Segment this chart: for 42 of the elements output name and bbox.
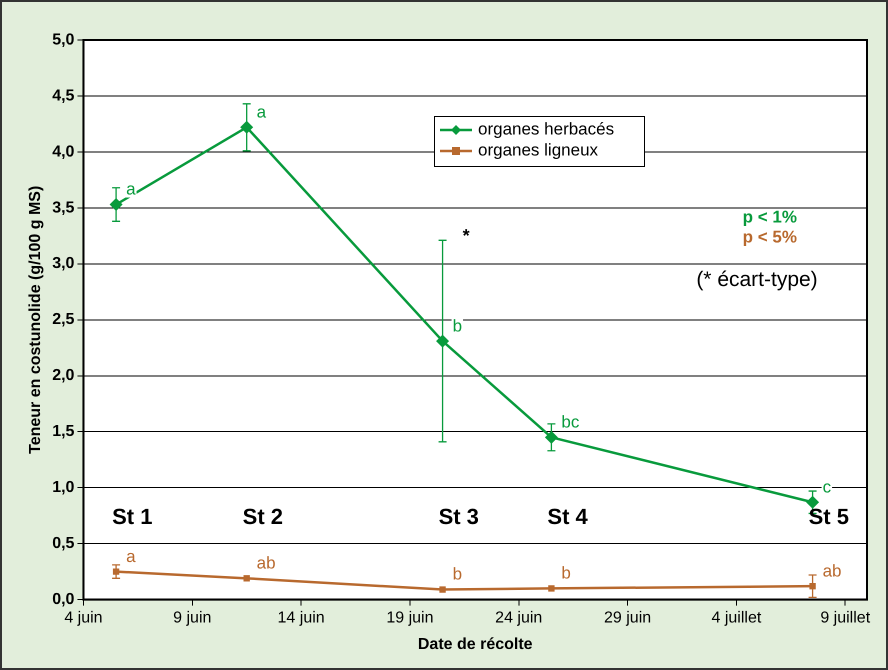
x-tick-label: 14 juin: [278, 610, 325, 627]
annotation: St 2: [242, 504, 284, 530]
y-tick-label: 3,5: [52, 199, 75, 216]
y-tick-label: 0,5: [52, 535, 75, 552]
annotation: p < 1%: [742, 208, 797, 227]
y-tick-label: 5,0: [52, 31, 75, 48]
y-tick-label: 3,0: [52, 255, 75, 272]
y-tick-label: 1,5: [52, 423, 75, 440]
data-label: ab: [256, 554, 276, 573]
annotation: St 5: [808, 504, 849, 530]
data-label: a: [126, 546, 136, 566]
annotation: p < 5%: [742, 228, 797, 247]
x-tick-label: 4 juin: [64, 610, 103, 627]
y-tick-label: 1,0: [52, 479, 75, 496]
y-tick-label: 4,0: [52, 143, 75, 160]
annotation: St 3: [438, 504, 479, 530]
y-tick-label: 4,5: [52, 87, 75, 104]
x-tick-label: 29 juin: [604, 610, 652, 627]
data-label: b: [452, 316, 462, 336]
x-tick-label: 9 juillet: [820, 610, 871, 627]
data-label: bc: [561, 412, 580, 432]
annotation: St 4: [547, 504, 589, 530]
data-label: a: [126, 180, 136, 199]
x-tick-label: 19 juin: [386, 610, 434, 627]
annotation: (* écart-type): [696, 268, 818, 291]
data-label: b: [452, 564, 462, 584]
y-axis-title: Teneur en costunolide (g/100 g MS): [27, 186, 44, 454]
data-label: b: [561, 564, 571, 583]
legend-label: organes herbacés: [478, 120, 614, 139]
x-tick-label: 24 juin: [495, 610, 542, 627]
y-tick-label: 2,0: [52, 367, 75, 384]
y-tick-label: 2,5: [52, 311, 75, 328]
annotation: *: [462, 225, 470, 246]
y-tick-label: 0,0: [52, 591, 75, 608]
x-tick-label: 4 juillet: [712, 610, 762, 627]
x-tick-label: 9 juin: [173, 610, 212, 627]
data-label: c: [822, 477, 832, 496]
annotation: St 1: [112, 504, 152, 530]
legend-label: organes ligneux: [478, 140, 599, 160]
data-label: ab: [822, 561, 842, 580]
x-axis-title: Date de récolte: [418, 636, 533, 653]
data-label: a: [256, 102, 267, 122]
